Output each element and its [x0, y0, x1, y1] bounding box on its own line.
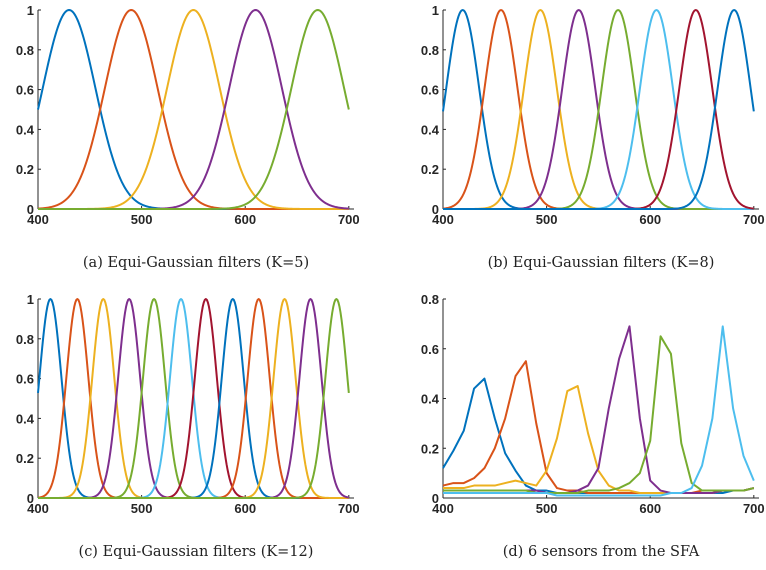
y-tick-label: 0 — [432, 202, 439, 217]
chart-panel-b: 0 0.2 0.4 0.6 0.8 1 400 500 600 700 — [421, 3, 765, 227]
y-tick-label: 0.2 — [16, 451, 34, 466]
y-tick-label: 0.8 — [421, 43, 439, 58]
y-tick-label: 0 — [27, 202, 34, 217]
y-tick-label: 0.8 — [421, 292, 439, 307]
chart-panel-d: 0 0.2 0.4 0.6 0.8 400 500 600 700 — [421, 292, 765, 516]
y-tick-label: 0.4 — [16, 411, 35, 426]
x-tick-label: 700 — [338, 212, 360, 227]
y-tick-label: 0.6 — [16, 83, 34, 98]
x-tick-label: 500 — [131, 212, 153, 227]
y-tick-label: 0.6 — [421, 342, 439, 357]
y-tick-label: 1 — [27, 292, 34, 307]
y-tick-label: 0.8 — [16, 43, 34, 58]
caption-b: (b) Equi-Gaussian filters (K=8) — [488, 255, 715, 271]
sensor-curve — [443, 325, 755, 495]
x-tick-label: 400 — [27, 212, 49, 227]
x-tick-label: 700 — [338, 501, 360, 516]
x-tick-label: 500 — [536, 212, 558, 227]
gaussian-filter-curve — [443, 9, 755, 210]
x-tick-label: 600 — [234, 501, 256, 516]
sensor-curve — [443, 325, 755, 497]
gaussian-filter-curve — [443, 9, 754, 210]
sensor-curve — [442, 377, 755, 495]
x-tick-label: 700 — [743, 212, 765, 227]
x-tick-label: 600 — [234, 212, 256, 227]
y-tick-label: 0.4 — [16, 122, 35, 137]
y-tick-label: 1 — [432, 3, 439, 18]
y-tick-label: 0.2 — [421, 162, 439, 177]
y-tick-label: 0.2 — [16, 162, 34, 177]
gaussian-filter-curve — [38, 298, 350, 499]
x-tick-label: 500 — [131, 501, 153, 516]
x-tick-label: 600 — [639, 501, 661, 516]
x-tick-label: 400 — [432, 212, 454, 227]
y-tick-label: 0.4 — [421, 392, 440, 407]
sensor-curve — [443, 335, 755, 495]
caption-a: (a) Equi-Gaussian filters (K=5) — [83, 255, 309, 271]
sensor-curve — [442, 360, 755, 495]
y-tick-label: 0 — [432, 491, 439, 506]
caption-d: (d) 6 sensors from the SFA — [503, 544, 700, 560]
y-tick-label: 0 — [27, 491, 34, 506]
y-tick-label: 0.2 — [421, 441, 439, 456]
x-tick-label: 600 — [639, 212, 661, 227]
x-tick-label: 400 — [432, 501, 454, 516]
x-tick-label: 500 — [536, 501, 558, 516]
y-tick-label: 0.6 — [16, 372, 34, 387]
y-tick-label: 0.4 — [421, 122, 440, 137]
x-tick-label: 400 — [27, 501, 49, 516]
y-tick-label: 0.8 — [16, 332, 34, 347]
y-tick-label: 0.6 — [421, 83, 439, 98]
x-tick-label: 700 — [743, 501, 765, 516]
gaussian-filter-curve — [38, 9, 350, 210]
chart-panel-c: 0 0.2 0.4 0.6 0.8 1 400 500 600 700 — [16, 292, 360, 516]
caption-c: (c) Equi-Gaussian filters (K=12) — [79, 544, 314, 560]
y-tick-label: 1 — [27, 3, 34, 18]
chart-panel-a: 0 0.2 0.4 0.6 0.8 1 400 500 600 700 — [16, 3, 360, 227]
